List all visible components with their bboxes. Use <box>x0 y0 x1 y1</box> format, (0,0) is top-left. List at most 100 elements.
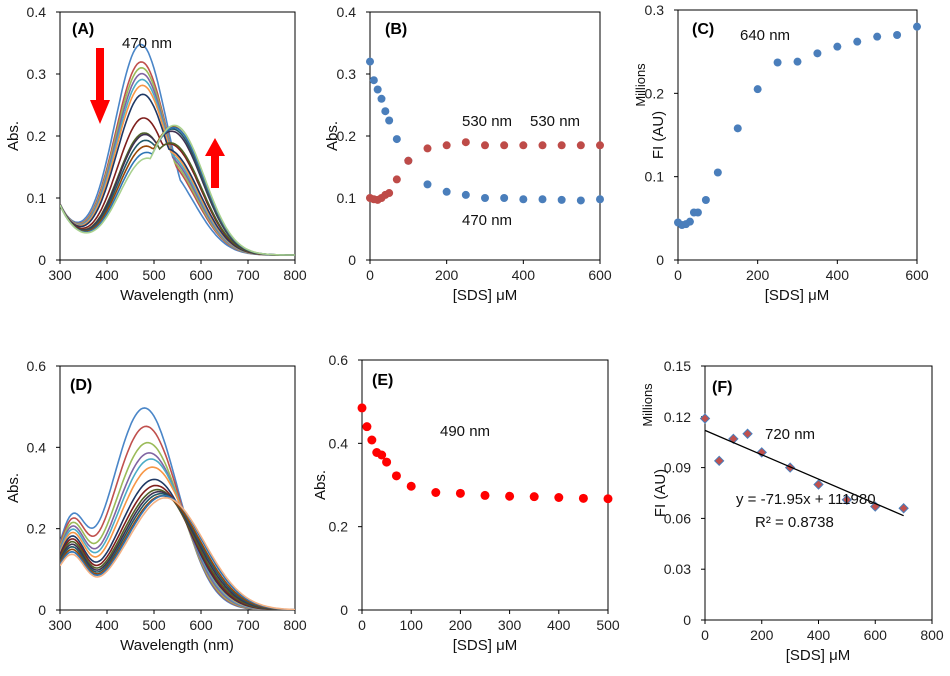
spectrum-line <box>60 407 295 610</box>
panel-letter: (D) <box>70 377 92 394</box>
data-point <box>893 31 902 39</box>
chart-panel-d: 300 400 500 600 700 800 0 0.2 0.4 0.6 Wavelength (… <box>5 358 307 654</box>
data-point <box>367 435 377 445</box>
y-tick-label: 0.2 <box>645 85 665 101</box>
data-point <box>500 141 509 150</box>
data-point <box>576 196 585 205</box>
data-point <box>362 422 372 432</box>
x-tick-label: 400 <box>807 627 831 643</box>
annotation: 470 nm <box>122 35 172 52</box>
annotation: R² = 0.8738 <box>755 514 834 531</box>
x-tick-label: 200 <box>435 267 459 283</box>
data-point <box>756 447 767 458</box>
y-tick-label: 0 <box>38 252 46 268</box>
spectrum-line <box>60 132 295 256</box>
y-tick-label: 0 <box>683 612 691 628</box>
plot-area-frame <box>677 9 918 261</box>
x-tick-label: 500 <box>142 617 166 633</box>
data-point <box>519 141 528 150</box>
spectrum-line <box>60 452 295 610</box>
y-tick-label: 0.2 <box>27 521 47 537</box>
data-point <box>442 141 451 150</box>
data-point <box>423 144 432 153</box>
panel-letter: (F) <box>712 379 732 396</box>
annotation: 720 nm <box>765 426 815 443</box>
x-tick-label: 200 <box>750 627 774 643</box>
data-point <box>461 190 470 199</box>
data-point <box>833 42 842 51</box>
panel-letter: (E) <box>372 372 393 389</box>
data-point <box>381 107 390 116</box>
panel-letter: (C) <box>692 21 714 38</box>
y-tick-label: 0.6 <box>329 352 349 368</box>
chart-panel-f: 0 200 400 600 800 0 0.03 0.06 0.09 0.12 0.15 [SDS] … <box>640 358 944 664</box>
data-point <box>596 141 604 150</box>
y-tick-label: 0.1 <box>645 169 665 185</box>
data-point <box>853 37 862 46</box>
series-label: 470 nm <box>462 212 512 229</box>
x-tick-label: 200 <box>449 617 473 633</box>
y-tick-label: 0.1 <box>337 190 357 206</box>
y-tick-label: 0.15 <box>664 358 691 374</box>
y-tick-label: 0.09 <box>664 460 691 476</box>
x-tick-label: 400 <box>547 617 571 633</box>
data-point <box>529 492 539 502</box>
annotation: 530 nm <box>530 113 580 130</box>
arrow-down-icon <box>90 48 110 124</box>
y-tick-label: 0.6 <box>27 358 47 374</box>
x-axis-title: Wavelength (nm) <box>120 637 234 654</box>
x-tick-label: 400 <box>95 267 119 283</box>
panel-letter: (A) <box>72 21 94 38</box>
x-tick-label: 800 <box>283 267 307 283</box>
plot-area-frame <box>361 359 609 611</box>
data-point <box>713 455 725 467</box>
y-axis-title: Abs. <box>5 473 22 503</box>
spectrum-line <box>60 496 295 610</box>
data-point <box>385 116 394 125</box>
x-tick-label: 800 <box>920 627 944 643</box>
data-point <box>480 490 490 500</box>
data-point <box>596 195 604 204</box>
chart-panel-b: 0 200 400 600 0 0.1 0.2 0.3 0.4 [SDS] μM Abs. (B) 47… <box>324 4 612 304</box>
data-point <box>753 85 762 94</box>
annotation: 640 nm <box>740 27 790 44</box>
data-point <box>377 94 386 103</box>
x-tick-label: 100 <box>400 617 424 633</box>
data-point <box>713 168 722 177</box>
data-point <box>701 196 710 204</box>
data-point <box>382 457 392 467</box>
x-tick-label: 700 <box>236 617 260 633</box>
annotation: y = -71.95x + 111980 <box>736 491 876 508</box>
y-tick-label: 0.3 <box>337 66 357 82</box>
y-tick-label: 0.12 <box>664 409 691 425</box>
x-tick-label: 400 <box>826 267 850 283</box>
x-axis-title: [SDS] μM <box>765 287 829 304</box>
data-point <box>841 494 853 505</box>
data-point <box>773 58 782 67</box>
y-axis-units-label: Millions <box>640 383 655 427</box>
data-point <box>813 479 824 490</box>
data-point <box>578 493 588 503</box>
y-axis-title: Abs. <box>312 470 329 500</box>
x-tick-label: 600 <box>905 267 929 283</box>
data-point <box>431 488 441 497</box>
x-tick-label: 0 <box>366 267 374 283</box>
data-point <box>898 503 909 514</box>
plot-area-frame <box>59 365 296 611</box>
data-point <box>576 141 585 150</box>
data-point <box>557 195 566 204</box>
data-point <box>369 76 378 85</box>
spectra-group <box>60 407 295 610</box>
data-point <box>538 195 547 204</box>
data-point <box>481 141 489 150</box>
x-tick-label: 300 <box>498 617 522 633</box>
y-axis-title: Abs. <box>5 121 22 151</box>
data-point <box>481 194 489 202</box>
y-tick-label: 0 <box>348 252 356 268</box>
x-tick-label: 700 <box>236 267 260 283</box>
data-point <box>385 189 394 198</box>
data-point <box>685 217 694 226</box>
spectrum-line <box>60 124 295 256</box>
data-point <box>873 32 882 41</box>
